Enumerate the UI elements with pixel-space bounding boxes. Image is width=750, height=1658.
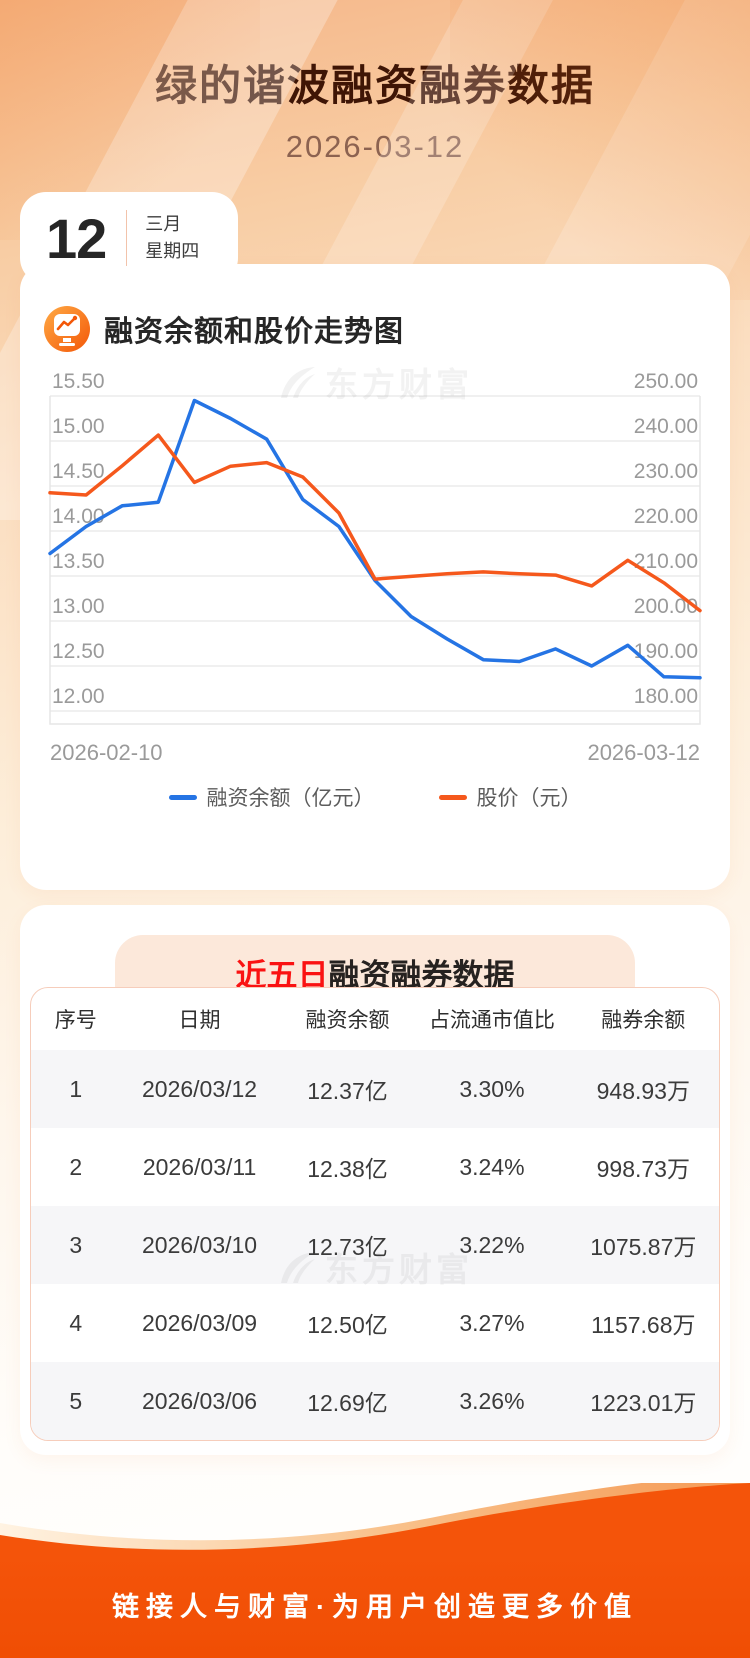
table-cell: 3.24% [459, 1153, 525, 1180]
svg-text:200.00: 200.00 [634, 595, 698, 618]
table-cell: 12.38亿 [307, 1156, 388, 1182]
chart-area: 东方财富 15.50 250.00 15.00 240.00 14.50 230.00 14… [20, 356, 730, 812]
table-cell: 2026/03/06 [141, 1387, 258, 1414]
legend-label: 股价（元） [476, 787, 582, 810]
table-header-cell: 占流通市值比 [428, 1009, 555, 1032]
table-header-cell: 融券余额 [601, 1009, 686, 1032]
table-cell: 2026/03/12 [141, 1075, 258, 1102]
footer-wave [0, 1483, 750, 1553]
table-cell: 1223.01万 [590, 1390, 697, 1416]
svg-text:13.00: 13.00 [52, 595, 105, 618]
svg-text:180.00: 180.00 [634, 685, 698, 708]
svg-text:15.00: 15.00 [52, 415, 105, 438]
svg-text:12.50: 12.50 [52, 640, 105, 663]
legend-label: 融资余额（亿元） [206, 787, 375, 810]
legend-swatch-orange [438, 794, 467, 800]
svg-text:230.00: 230.00 [634, 460, 698, 483]
table-cell: 12.69亿 [307, 1390, 388, 1416]
table-cell: 2026/03/10 [141, 1231, 258, 1258]
table-cell: 2026/03/11 [142, 1153, 257, 1180]
table-row: 1 2026/03/12 12.37亿 3.30% 948.93万 [31, 1050, 719, 1128]
trend-monitor-icon [44, 306, 90, 352]
table-cell: 3.22% [459, 1231, 525, 1258]
page-date: 2026-03-12 [285, 129, 465, 164]
date-card-divider [126, 210, 128, 266]
table-cell: 12.50亿 [307, 1312, 388, 1338]
table-cell: 12.37亿 [307, 1078, 388, 1104]
chart-card: 融资余额和股价走势图 东方财富 15.50 250.00 15.00 240.00 14… [20, 264, 730, 890]
dual-axis-line-chart: 15.50 250.00 15.00 240.00 14.50 230.00 14.00 22… [48, 370, 702, 765]
table-header-cell: 融资余额 [305, 1009, 390, 1032]
table-cell: 2026/03/09 [141, 1309, 258, 1336]
svg-text:15.50: 15.50 [52, 370, 105, 393]
table-cell: 3.26% [459, 1387, 525, 1414]
table-row: 2 2026/03/11 12.38亿 3.24% 998.73万 [31, 1128, 719, 1206]
svg-text:240.00: 240.00 [634, 415, 698, 438]
svg-text:190.00: 190.00 [634, 640, 698, 663]
date-card-month: 三月 [145, 214, 182, 234]
svg-text:250.00: 250.00 [634, 370, 698, 393]
chart-legend: 融资余额（亿元） 股价（元） [44, 782, 706, 812]
svg-text:2026-02-10: 2026-02-10 [50, 740, 163, 765]
table-cell: 1 [69, 1075, 83, 1102]
svg-text:220.00: 220.00 [634, 505, 698, 528]
footer-slogan: 链接人与财富·为用户创造更多价值 [112, 1592, 638, 1622]
table-row: 3 2026/03/10 12.73亿 3.22% 1075.87万 [31, 1206, 719, 1284]
table-header-row: 序号 日期 融资余额 占流通市值比 融券余额 [31, 988, 719, 1050]
legend-item-financing-balance: 融资余额（亿元） [168, 782, 375, 812]
table-body: 1 2026/03/12 12.37亿 3.30% 948.93万 2 2026/03/11… [31, 1050, 719, 1440]
table-cell: 2 [69, 1153, 83, 1180]
svg-text:14.00: 14.00 [52, 505, 105, 528]
footer: 链接人与财富·为用户创造更多价值 [0, 1483, 750, 1658]
monitor-base [59, 343, 75, 346]
table-card: 近五日融资融券数据 序号 日期 融资余额 占流通市值比 融券余额 1 2026/03/12… [20, 905, 730, 1455]
date-card-day: 12 [46, 206, 107, 270]
monitor-stand [63, 338, 71, 342]
svg-text:210.00: 210.00 [634, 550, 698, 573]
svg-text:14.50: 14.50 [52, 460, 105, 483]
table-cell: 3.30% [459, 1075, 525, 1102]
legend-swatch-blue [168, 794, 197, 800]
table-cell: 1157.68万 [591, 1312, 696, 1338]
table-cell: 4 [69, 1309, 83, 1336]
data-table: 序号 日期 融资余额 占流通市值比 融券余额 1 2026/03/12 12.37亿 3.30… [30, 987, 720, 1441]
table-cell: 3.27% [459, 1309, 525, 1336]
date-card-weekday: 星期四 [145, 241, 200, 261]
table-cell: 12.73亿 [307, 1234, 388, 1260]
table-cell: 3 [69, 1231, 83, 1258]
chart-section-header: 融资余额和股价走势图 [20, 264, 730, 352]
table-row: 5 2026/03/06 12.69亿 3.26% 1223.01万 [31, 1362, 719, 1440]
table-header-cell: 日期 [178, 1009, 221, 1032]
legend-item-stock-price: 股价（元） [438, 782, 582, 812]
table-cell: 998.73万 [596, 1156, 690, 1182]
footer-band: 链接人与财富·为用户创造更多价值 [0, 1553, 750, 1658]
monitor-screen [54, 314, 80, 336]
svg-text:2026-03-12: 2026-03-12 [587, 740, 700, 765]
table-header-cell: 序号 [54, 1009, 97, 1032]
page-title: 绿的谐波融资融券数据 [154, 62, 595, 109]
table-cell: 5 [69, 1387, 83, 1414]
table-cell: 948.93万 [596, 1078, 690, 1104]
table-row: 4 2026/03/09 12.50亿 3.27% 1157.68万 [31, 1284, 719, 1362]
svg-text:12.00: 12.00 [52, 685, 105, 708]
svg-text:13.50: 13.50 [52, 550, 105, 573]
chart-section-title: 融资余额和股价走势图 [104, 316, 405, 348]
date-card: 12 三月 星期四 [20, 192, 238, 284]
table-cell: 1075.87万 [590, 1234, 697, 1260]
